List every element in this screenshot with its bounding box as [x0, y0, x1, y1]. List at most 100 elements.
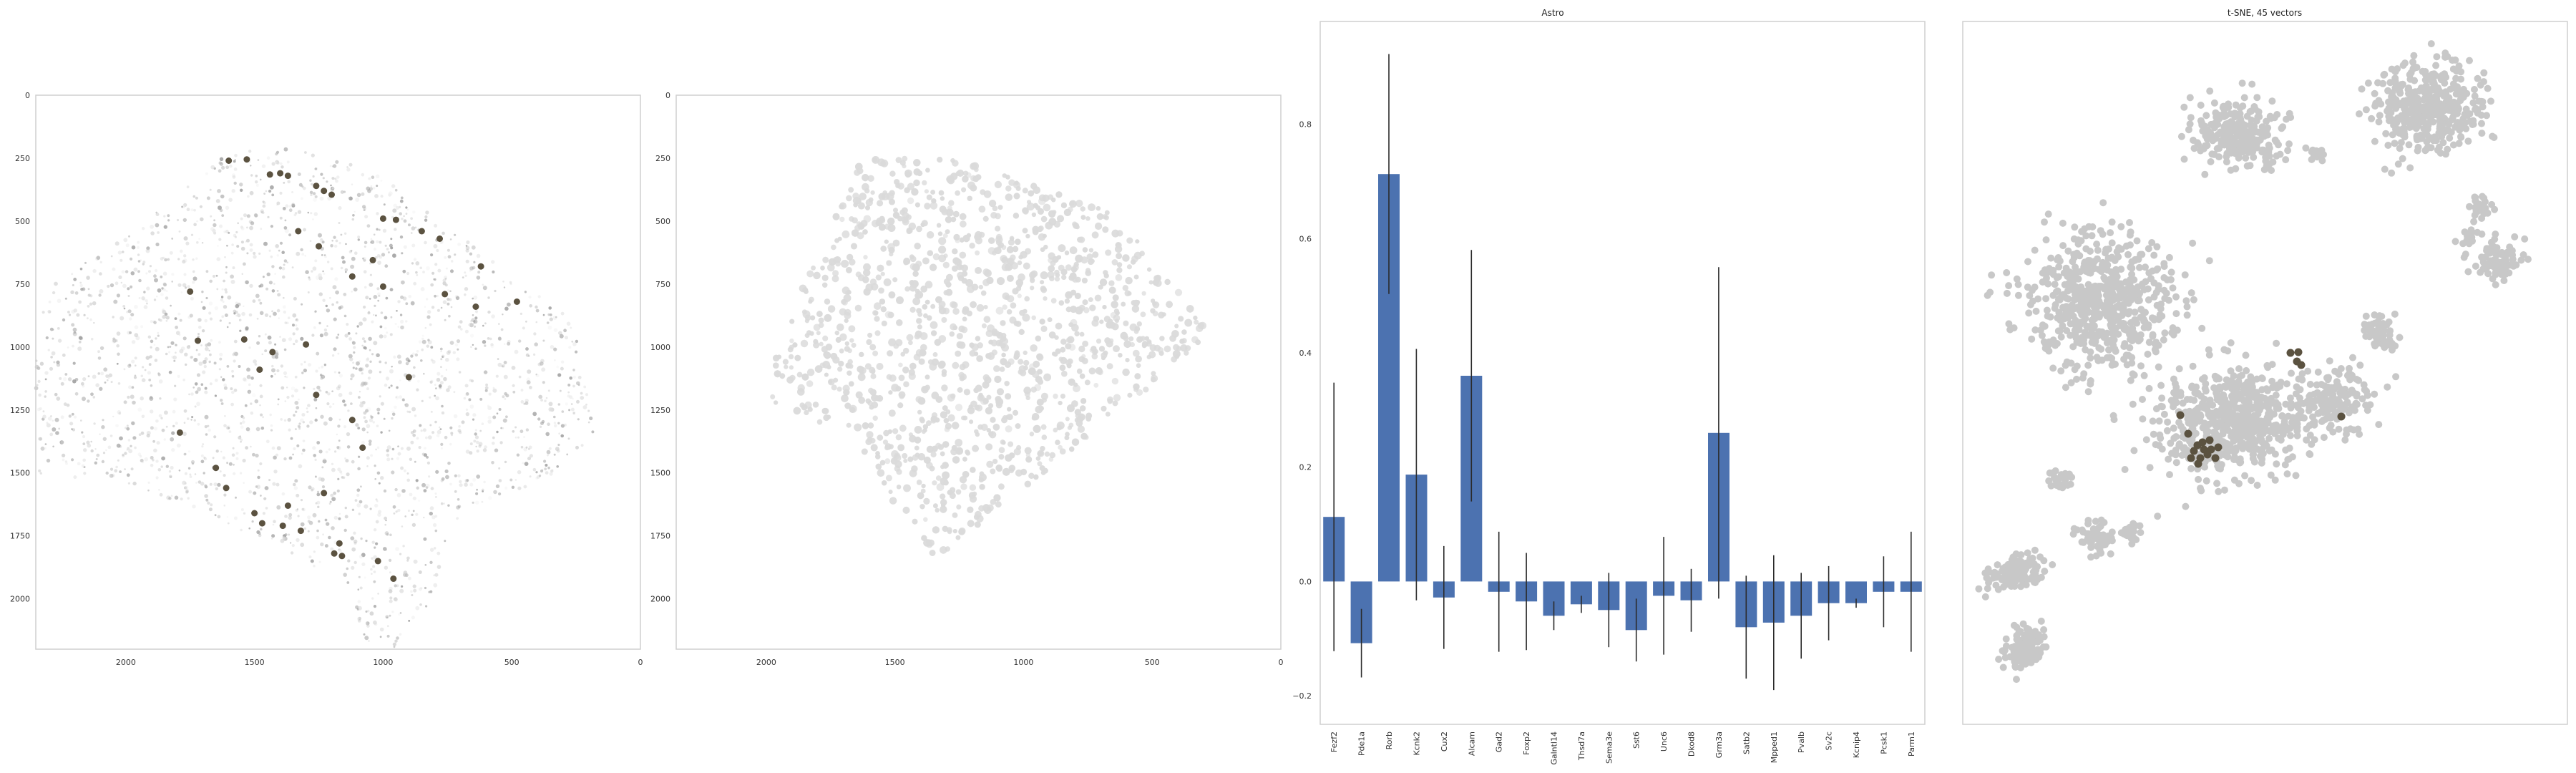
background-cell [200, 454, 204, 457]
background-cell [263, 201, 266, 205]
background-cell [430, 346, 434, 349]
background-cell [441, 477, 445, 481]
background-cell [372, 421, 375, 424]
background-cell [373, 233, 376, 236]
background-cell [217, 482, 221, 487]
background-cell [935, 417, 940, 423]
background-cell [331, 354, 335, 357]
background-cell [127, 364, 132, 368]
background-cell [174, 317, 177, 320]
highlighted-cell [390, 575, 397, 582]
background-cell [356, 325, 359, 328]
background-cell [370, 238, 373, 240]
background-cell [174, 384, 177, 387]
background-cell [342, 399, 346, 403]
background-cell [281, 251, 286, 255]
background-cell [464, 287, 469, 291]
background-cell [52, 445, 54, 448]
background-cell [958, 341, 966, 349]
background-cell [351, 183, 353, 186]
background-cell [126, 449, 129, 451]
background-cell [441, 411, 445, 415]
background-cell [914, 292, 921, 299]
background-cell [952, 248, 958, 255]
background-cell [462, 276, 464, 278]
background-cell [401, 585, 404, 588]
background-cell [976, 355, 983, 362]
background-cell [849, 404, 857, 413]
background-cell [223, 474, 226, 477]
background-cell [271, 368, 275, 373]
background-cell [912, 271, 919, 277]
background-cell [298, 183, 303, 187]
background-cell [171, 273, 175, 276]
background-cell [357, 619, 361, 623]
background-cell [183, 409, 187, 413]
background-cell [454, 233, 457, 236]
background-cell [874, 302, 882, 311]
background-cell [1111, 377, 1119, 385]
background-cell [529, 386, 532, 389]
background-cell [811, 266, 816, 271]
background-cell [337, 446, 341, 450]
background-cell [940, 477, 948, 486]
background-cell [498, 479, 502, 482]
background-cell [1006, 257, 1015, 266]
background-cell [1122, 285, 1129, 291]
background-cell [396, 386, 399, 389]
background-cell [469, 404, 474, 409]
background-cell [226, 516, 228, 518]
highlighted-cell [392, 216, 399, 223]
background-cell [350, 377, 353, 381]
background-cell [204, 357, 208, 361]
background-cell [178, 334, 181, 336]
background-cell [231, 369, 234, 373]
background-cell [92, 396, 96, 399]
background-cell [1115, 311, 1120, 316]
background-cell [843, 389, 850, 396]
background-cell [955, 489, 962, 495]
background-cell [121, 270, 125, 274]
background-cell [341, 476, 344, 479]
background-cell [851, 229, 859, 237]
background-cell [838, 361, 844, 367]
background-cell [270, 374, 273, 378]
background-cell [141, 378, 146, 382]
background-cell [495, 484, 500, 489]
background-cell [298, 422, 301, 425]
spatial-right-frame [675, 94, 1282, 650]
background-cell [282, 207, 286, 210]
background-cell [399, 379, 401, 381]
background-cell [195, 349, 198, 351]
background-cell [377, 299, 380, 302]
background-cell [140, 396, 144, 401]
background-cell [423, 489, 427, 492]
background-cell [923, 313, 928, 319]
background-cell [318, 560, 321, 563]
background-cell [469, 270, 472, 272]
background-cell [102, 419, 104, 422]
background-cell [303, 386, 306, 389]
background-cell [1127, 291, 1132, 296]
background-cell [162, 271, 167, 276]
background-cell [321, 485, 326, 489]
background-cell [380, 402, 385, 406]
background-cell [255, 183, 259, 187]
background-cell [314, 458, 317, 462]
background-cell [381, 253, 386, 257]
background-cell [487, 415, 492, 419]
background-cell [313, 198, 317, 202]
background-cell [542, 313, 545, 316]
background-cell [861, 448, 868, 455]
background-cell [1186, 305, 1194, 313]
background-cell [867, 422, 874, 429]
background-cell [296, 538, 300, 543]
background-cell [173, 397, 177, 402]
background-cell [267, 335, 272, 340]
background-point [2362, 106, 2370, 114]
background-cell [418, 570, 422, 574]
background-cell [477, 271, 481, 274]
background-cell [945, 216, 952, 223]
background-cell [386, 331, 389, 334]
